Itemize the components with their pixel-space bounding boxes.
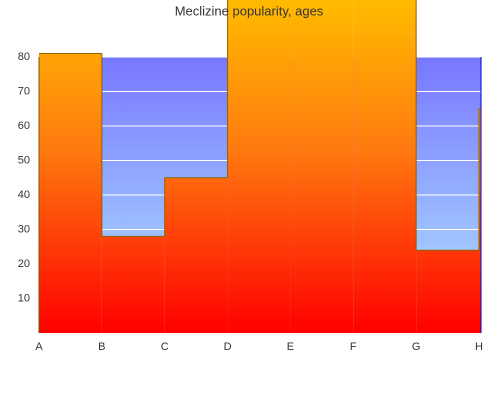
x-tick-label: C (161, 341, 169, 353)
y-tick-label: 70 (18, 85, 30, 97)
step-area-segment (290, 0, 354, 333)
step-area-segment (101, 236, 165, 333)
y-tick-label: 50 (18, 154, 30, 166)
y-tick-label: 10 (18, 292, 30, 304)
x-tick-label: E (287, 341, 294, 353)
step-outline (39, 0, 481, 251)
step-area-segment (164, 177, 228, 333)
y-tick-label: 80 (18, 51, 30, 63)
x-tick-label: A (35, 341, 43, 353)
x-tick-label: B (98, 341, 105, 353)
y-tick-label: 20 (18, 258, 30, 270)
chart-title: Meclizine popularity, ages (175, 3, 324, 18)
step-area-segment (416, 250, 479, 333)
step-area-segment (479, 108, 481, 333)
y-tick-label: 30 (18, 223, 30, 235)
x-tick-label: D (224, 341, 232, 353)
step-area-segment (353, 0, 417, 333)
x-tick-label: F (350, 341, 357, 353)
step-area-segment (39, 53, 102, 334)
step-area-segment (227, 0, 291, 333)
x-tick-label: H (475, 341, 483, 353)
x-tick-label: G (412, 341, 421, 353)
y-tick-label: 40 (18, 189, 30, 201)
y-tick-label: 60 (18, 120, 30, 132)
